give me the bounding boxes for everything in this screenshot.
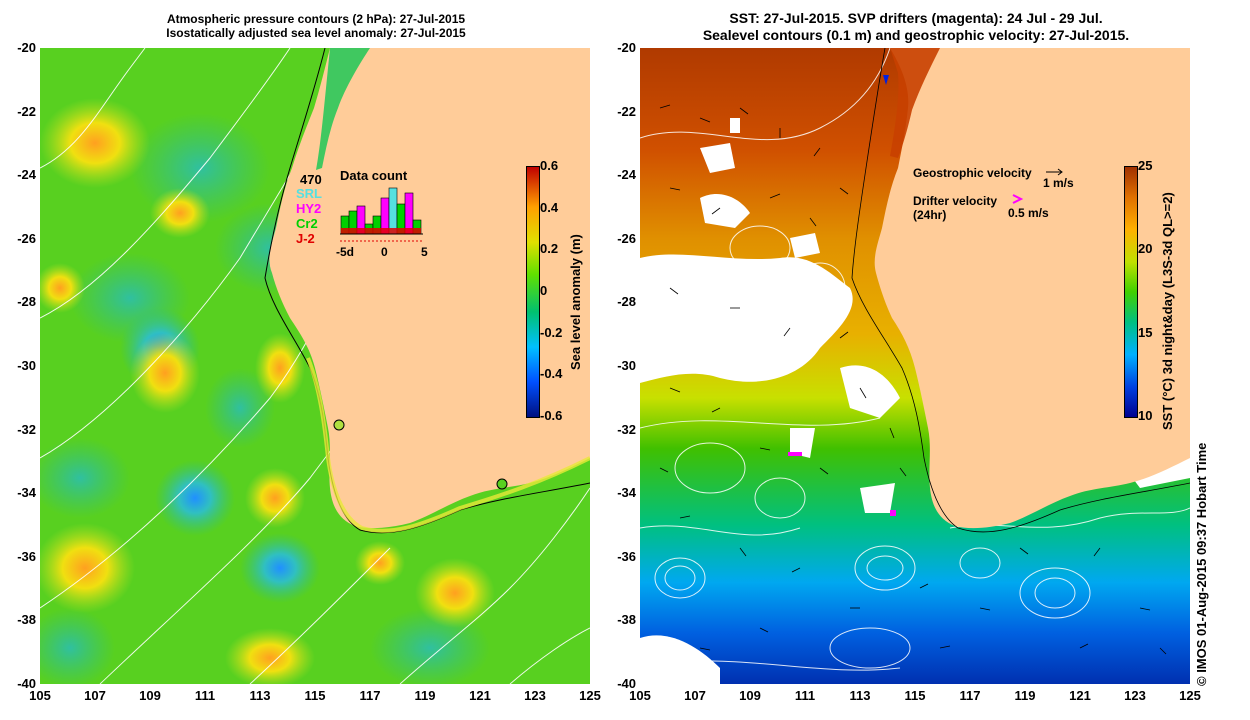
sea-level-anomaly-map (40, 48, 590, 684)
sst-colorbar-label: SST (°C) 3d night&day (L3S-3d QL>=2) (1160, 192, 1175, 430)
latitude-tick-label: -22 (17, 103, 36, 119)
longitude-tick-label: 115 (904, 688, 926, 703)
colorbar-tick-label: 10 (1138, 408, 1153, 423)
colorbar-tick-label: 20 (1138, 241, 1153, 257)
longitude-tick-label: 121 (469, 688, 491, 703)
colorbar-tick-label: 15 (1138, 324, 1153, 340)
longitude-tick-label: 119 (414, 688, 436, 703)
longitude-tick-label: 117 (359, 688, 381, 703)
latitude-tick-label: -30 (617, 358, 636, 373)
colorbar-tick-label: 0.2 (540, 241, 559, 257)
drifter-scale-arrow (1012, 194, 1024, 204)
legend-cr2: Cr2 (296, 216, 318, 231)
latitude-tick-label: -36 (617, 548, 636, 564)
longitude-tick-label: 125 (1179, 688, 1201, 703)
colorbar-tick-label: -0.2 (540, 324, 563, 340)
latitude-tick-label: -36 (17, 548, 36, 564)
longitude-tick-label: 107 (684, 688, 706, 703)
latitude-tick-label: -32 (617, 421, 636, 437)
right-map-title: SST: 27-Jul-2015. SVP drifters (magenta)… (640, 10, 1192, 44)
data-count-title: Data count (340, 168, 408, 183)
tide-gauge-marker (496, 478, 508, 490)
latitude-tick-label: -38 (17, 612, 36, 628)
longitude-tick-label: 121 (1069, 688, 1091, 703)
latitude-tick-label: -40 (617, 676, 636, 691)
australia-landmass (874, 48, 1190, 529)
latitude-tick-label: -40 (17, 676, 36, 691)
geostrophic-velocity-scale: 1 m/s (1043, 176, 1074, 190)
left-title-line2: Isostatically adjusted sea level anomaly… (166, 26, 466, 40)
colorbar-tick-label: -0.4 (540, 366, 563, 382)
tide-gauge-marker (333, 419, 345, 431)
australia-landmass (269, 48, 590, 529)
legend-hy2: HY2 (296, 201, 322, 216)
data-count-xtick: 5 (421, 245, 428, 259)
colorbar-tick-label: 0.6 (540, 158, 559, 173)
legend-j2: J-2 (296, 231, 315, 246)
colorbar-tick-label: 0 (540, 283, 548, 298)
colorbar-tick-label: 0.4 (540, 199, 559, 215)
left-map-title: Atmospheric pressure contours (2 hPa): 2… (40, 12, 592, 40)
sea-level-colorbar-label: Sea level anomaly (m) (568, 234, 583, 370)
sea-level-colorbar (526, 166, 540, 418)
svp-drifter-tracks (788, 452, 896, 516)
latitude-tick-label: -38 (617, 612, 636, 628)
longitude-tick-label: 119 (1014, 688, 1036, 703)
right-title-line2: Sealevel contours (0.1 m) and geostrophi… (702, 27, 1130, 43)
longitude-tick-label: 113 (849, 688, 871, 703)
longitude-tick-label: 123 (1124, 688, 1146, 703)
latitude-tick-label: -30 (17, 358, 36, 373)
cloud-mask (640, 118, 1190, 684)
geostrophic-scale-arrow (1046, 168, 1063, 176)
shelf-anomaly (306, 357, 590, 533)
drifter-velocity-scale: 0.5 m/s (1008, 206, 1049, 220)
longitude-tick-label: 117 (959, 688, 981, 703)
latitude-tick-label: -26 (617, 230, 636, 246)
latitude-tick-label: -20 (617, 40, 636, 55)
sst-map (640, 48, 1190, 684)
longitude-tick-label: 109 (739, 688, 761, 703)
latitude-tick-label: -22 (617, 103, 636, 119)
longitude-tick-label: 111 (794, 688, 816, 703)
longitude-tick-label: 105 (629, 688, 651, 703)
geostrophic-velocity-arrows (659, 104, 1167, 655)
data-count-xtick: -5d (336, 245, 354, 259)
drifter-velocity-label: Drifter velocity (913, 194, 998, 208)
latitude-tick-label: -24 (617, 167, 636, 183)
longitude-tick-label: 123 (524, 688, 546, 703)
latitude-tick-label: -26 (17, 230, 36, 246)
longitude-tick-label: 107 (84, 688, 106, 703)
longitude-tick-label: 113 (249, 688, 271, 703)
north-coast-warm-water (890, 48, 940, 158)
sst-colorbar (1124, 166, 1138, 418)
data-count-xtick: 0 (381, 245, 388, 259)
data-count-total: 470 (300, 172, 322, 187)
shelf-break-line (851, 48, 1190, 533)
anomaly-highs (40, 98, 495, 684)
longitude-tick-label: 115 (304, 688, 326, 703)
drifter-velocity-sublabel: (24hr) (913, 208, 947, 222)
geostrophic-velocity-label: Geostrophic velocity (913, 166, 1032, 180)
longitude-tick-label: 105 (29, 688, 51, 703)
coastal-strip (316, 48, 370, 170)
left-title-line1: Atmospheric pressure contours (2 hPa): 2… (166, 12, 466, 26)
colorbar-tick-label: -0.6 (540, 408, 563, 423)
imos-credit: © IMOS 01-Aug-2015 09:37 Hobart Time (1194, 442, 1209, 686)
right-title-line1: SST: 27-Jul-2015. SVP drifters (magenta)… (729, 10, 1103, 26)
latitude-tick-label: -24 (17, 167, 36, 183)
latitude-tick-label: -28 (617, 294, 636, 310)
drifter-velocity-vector (883, 75, 889, 85)
latitude-tick-label: -28 (17, 294, 36, 310)
latitude-tick-label: -34 (617, 485, 636, 501)
data-count-inset (340, 187, 423, 242)
latitude-tick-label: -32 (17, 421, 36, 437)
longitude-tick-label: 111 (194, 688, 216, 703)
longitude-tick-label: 109 (139, 688, 161, 703)
latitude-tick-label: -20 (17, 40, 36, 55)
longitude-tick-label: 125 (579, 688, 601, 703)
legend-srl: SRL (296, 186, 322, 201)
colorbar-tick-label: 25 (1138, 158, 1153, 173)
latitude-tick-label: -34 (17, 485, 36, 501)
